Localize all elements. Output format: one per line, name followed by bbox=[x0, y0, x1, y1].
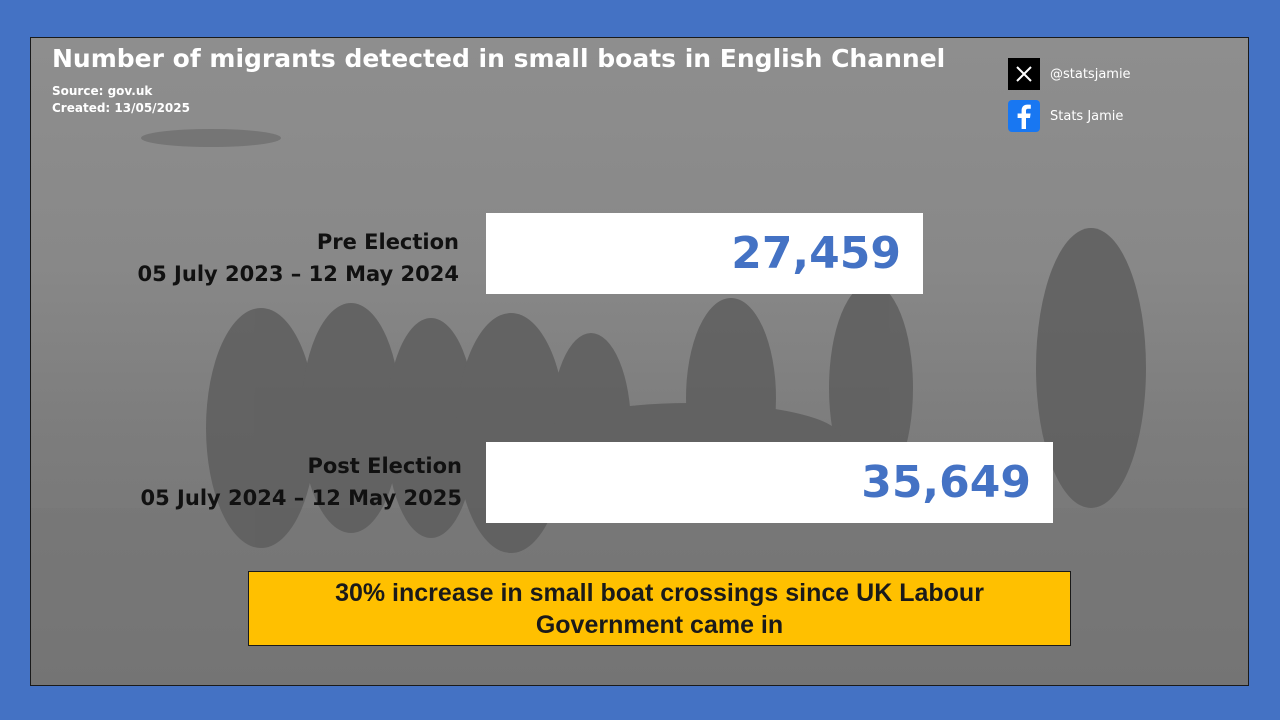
pre-election-bar: 27,459 bbox=[486, 213, 923, 294]
post-election-value: 35,649 bbox=[861, 457, 1031, 508]
facebook-social-link[interactable]: Stats Jamie bbox=[1008, 100, 1123, 132]
infographic-panel: Number of migrants detected in small boa… bbox=[30, 37, 1249, 686]
category-name: Post Election bbox=[307, 454, 462, 478]
category-period: 05 July 2024 – 12 May 2025 bbox=[140, 486, 462, 510]
facebook-logo-icon bbox=[1008, 100, 1040, 132]
created-date: Created: 13/05/2025 bbox=[52, 101, 190, 115]
x-handle: @statsjamie bbox=[1050, 66, 1131, 82]
pre-election-label: Pre Election 05 July 2023 – 12 May 2024 bbox=[131, 226, 459, 290]
facebook-name: Stats Jamie bbox=[1050, 108, 1124, 124]
source-text: Source: gov.uk bbox=[52, 84, 153, 98]
x-social-link[interactable]: @statsjamie bbox=[1008, 58, 1131, 90]
callout-text: 30% increase in small boat crossings sin… bbox=[335, 578, 984, 639]
category-name: Pre Election bbox=[316, 230, 459, 254]
chart-title: Number of migrants detected in small boa… bbox=[52, 44, 946, 73]
pre-election-value: 27,459 bbox=[731, 228, 901, 279]
x-logo-icon bbox=[1008, 58, 1040, 90]
category-period: 05 July 2023 – 12 May 2024 bbox=[137, 262, 459, 286]
post-election-label: Post Election 05 July 2024 – 12 May 2025 bbox=[131, 450, 462, 514]
increase-callout: 30% increase in small boat crossings sin… bbox=[248, 571, 1071, 646]
post-election-bar: 35,649 bbox=[486, 442, 1053, 523]
